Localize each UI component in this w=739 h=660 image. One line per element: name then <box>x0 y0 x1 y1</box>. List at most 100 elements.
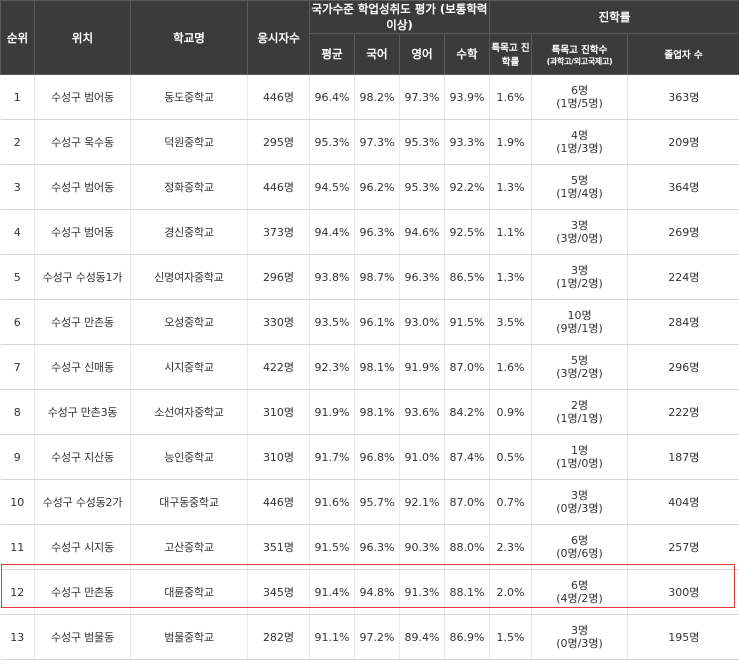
col-special-count-sub: (과학고/외고국제고) <box>547 57 613 66</box>
table-header: 순위 위치 학교명 응시자수 국가수준 학업성취도 평가 (보통학력이상) 진학… <box>1 1 739 75</box>
avg-cell: 95.3% <box>310 120 355 165</box>
examinees-cell: 330명 <box>248 300 310 345</box>
special-count-cell: 6명(1명/5명) <box>532 75 628 120</box>
special-rate-cell: 1.6% <box>490 75 532 120</box>
special-count-cell: 1명(1명/0명) <box>532 435 628 480</box>
avg-cell: 91.1% <box>310 615 355 660</box>
rank-cell: 13 <box>1 615 35 660</box>
col-math: 수학 <box>445 34 490 75</box>
special-split: (0명/6명) <box>556 547 603 560</box>
avg-cell: 96.4% <box>310 75 355 120</box>
rank-cell: 2 <box>1 120 35 165</box>
avg-cell: 91.6% <box>310 480 355 525</box>
korean-cell: 95.7% <box>355 480 400 525</box>
special-split: (1명/3명) <box>556 142 603 155</box>
special-count-cell: 5명(1명/4명) <box>532 165 628 210</box>
rank-cell: 7 <box>1 345 35 390</box>
special-rate-cell: 1.3% <box>490 255 532 300</box>
special-total: 6명 <box>571 579 588 592</box>
col-location: 위치 <box>35 1 131 75</box>
special-count-cell: 2명(1명/1명) <box>532 390 628 435</box>
rank-cell: 12 <box>1 570 35 615</box>
special-total: 3명 <box>571 264 588 277</box>
col-group-advancement: 진학률 <box>490 1 739 34</box>
special-total: 5명 <box>571 354 588 367</box>
special-rate-cell: 2.0% <box>490 570 532 615</box>
special-total: 6명 <box>571 534 588 547</box>
school-cell: 덕원중학교 <box>131 120 248 165</box>
special-total: 10명 <box>567 309 591 322</box>
special-total: 5명 <box>571 174 588 187</box>
special-split: (3명/0명) <box>556 232 603 245</box>
english-cell: 89.4% <box>400 615 445 660</box>
school-cell: 동도중학교 <box>131 75 248 120</box>
english-cell: 93.0% <box>400 300 445 345</box>
special-split: (1명/2명) <box>556 277 603 290</box>
korean-cell: 96.8% <box>355 435 400 480</box>
graduates-cell: 269명 <box>628 210 739 255</box>
special-count-cell: 3명(1명/2명) <box>532 255 628 300</box>
examinees-cell: 296명 <box>248 255 310 300</box>
special-count-cell: 10명(9명/1명) <box>532 300 628 345</box>
col-avg: 평균 <box>310 34 355 75</box>
korean-cell: 98.7% <box>355 255 400 300</box>
special-rate-cell: 1.6% <box>490 345 532 390</box>
location-cell: 수성구 범물동 <box>35 615 131 660</box>
graduates-cell: 187명 <box>628 435 739 480</box>
math-cell: 87.0% <box>445 345 490 390</box>
location-cell: 수성구 범어동 <box>35 210 131 255</box>
graduates-cell: 404명 <box>628 480 739 525</box>
special-split: (9명/1명) <box>556 322 603 335</box>
korean-cell: 96.2% <box>355 165 400 210</box>
math-cell: 92.5% <box>445 210 490 255</box>
graduates-cell: 364명 <box>628 165 739 210</box>
col-english: 영어 <box>400 34 445 75</box>
school-cell: 정화중학교 <box>131 165 248 210</box>
graduates-cell: 195명 <box>628 615 739 660</box>
school-cell: 신명여자중학교 <box>131 255 248 300</box>
special-rate-cell: 0.5% <box>490 435 532 480</box>
special-total: 1명 <box>571 444 588 457</box>
rank-cell: 6 <box>1 300 35 345</box>
special-rate-cell: 2.3% <box>490 525 532 570</box>
col-examinees: 응시자수 <box>248 1 310 75</box>
math-cell: 88.1% <box>445 570 490 615</box>
location-cell: 수성구 욱수동 <box>35 120 131 165</box>
korean-cell: 96.1% <box>355 300 400 345</box>
location-cell: 수성구 수성동1가 <box>35 255 131 300</box>
examinees-cell: 351명 <box>248 525 310 570</box>
math-cell: 87.0% <box>445 480 490 525</box>
math-cell: 87.4% <box>445 435 490 480</box>
col-school: 학교명 <box>131 1 248 75</box>
english-cell: 91.9% <box>400 345 445 390</box>
rank-cell: 1 <box>1 75 35 120</box>
special-split: (0명/3명) <box>556 502 603 515</box>
avg-cell: 94.4% <box>310 210 355 255</box>
special-split: (3명/2명) <box>556 367 603 380</box>
english-cell: 95.3% <box>400 120 445 165</box>
english-cell: 91.3% <box>400 570 445 615</box>
school-cell: 경신중학교 <box>131 210 248 255</box>
rank-cell: 5 <box>1 255 35 300</box>
special-split: (1명/5명) <box>556 97 603 110</box>
english-cell: 92.1% <box>400 480 445 525</box>
examinees-cell: 446명 <box>248 480 310 525</box>
math-cell: 93.9% <box>445 75 490 120</box>
col-special-rate: 특목고 진학률 <box>490 34 532 75</box>
examinees-cell: 345명 <box>248 570 310 615</box>
avg-cell: 94.5% <box>310 165 355 210</box>
korean-cell: 96.3% <box>355 210 400 255</box>
english-cell: 95.3% <box>400 165 445 210</box>
school-cell: 대륜중학교 <box>131 570 248 615</box>
english-cell: 96.3% <box>400 255 445 300</box>
special-total: 2명 <box>571 399 588 412</box>
location-cell: 수성구 만촌3동 <box>35 390 131 435</box>
location-cell: 수성구 지산동 <box>35 435 131 480</box>
